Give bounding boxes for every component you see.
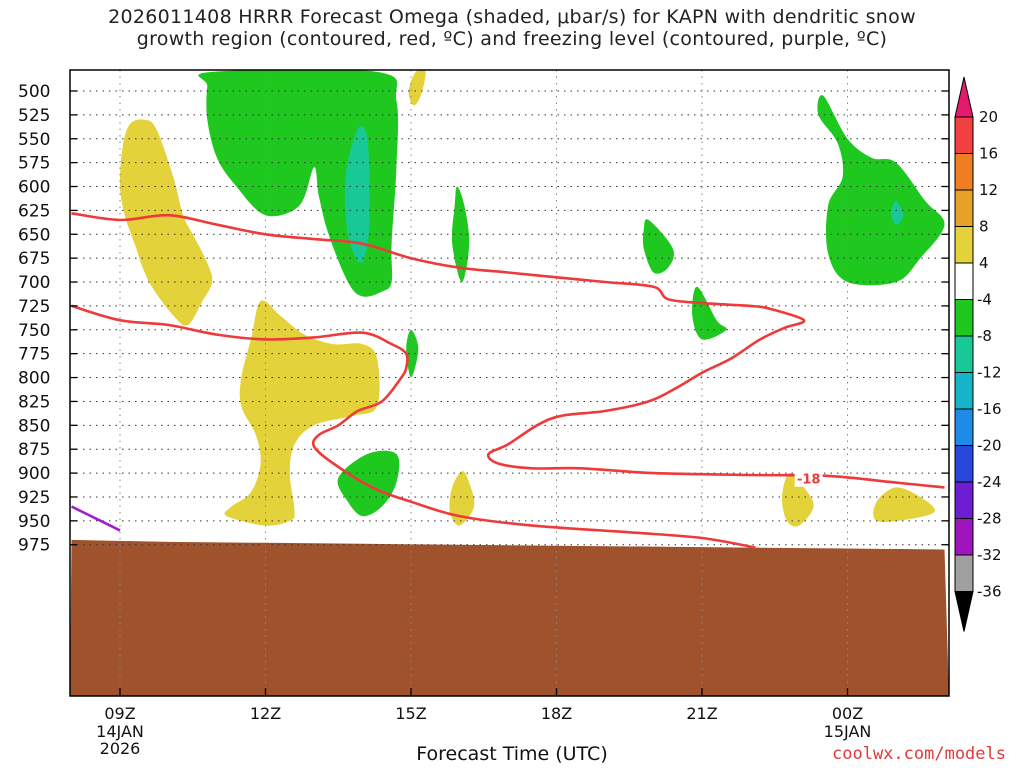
y-tick-label-550: 550	[18, 130, 50, 150]
omega-region-2	[224, 300, 380, 526]
colorbar-tick-5: -4	[977, 291, 992, 309]
omega-region-0	[119, 119, 213, 326]
colorbar-box-5	[954, 299, 974, 337]
credit-text: coolwx.com/models	[832, 744, 1006, 764]
colorbar-tick-6: -8	[977, 327, 992, 345]
colorbar-box-8	[954, 408, 974, 446]
y-tick-label-875: 875	[18, 440, 50, 460]
colorbar-tick-2: 12	[979, 181, 998, 199]
colorbar-box-3	[954, 226, 974, 264]
y-tick-label-750: 750	[18, 321, 50, 341]
y-tick-label-950: 950	[18, 512, 50, 532]
colorbar-bottom-arrow	[954, 591, 974, 632]
dgz-contours	[70, 212, 945, 549]
x-tick-label-00Z: 00Z	[832, 704, 863, 723]
x-axis-label: Forecast Time (UTC)	[416, 743, 608, 765]
omega-region-3	[449, 471, 475, 526]
y-tick-label-825: 825	[18, 392, 50, 412]
omega-region-10	[692, 286, 727, 340]
colorbar-tick-9: -20	[977, 437, 1002, 455]
omega-region-8	[406, 329, 419, 378]
y-tick-label-900: 900	[18, 464, 50, 484]
terrain	[70, 539, 949, 696]
y-tick-label-800: 800	[18, 369, 50, 389]
colorbar-box-11	[954, 518, 974, 556]
colorbar-tick-1: 16	[979, 145, 998, 163]
colorbar-tick-10: -24	[977, 473, 1002, 491]
y-tick-label-700: 700	[18, 273, 50, 293]
x-tick-sublabel-09Z-0: 14JAN	[96, 722, 144, 741]
colorbar-box-6	[954, 335, 974, 373]
x-tick-sublabel-09Z-1: 2026	[100, 739, 141, 758]
colorbar-tick-0: 20	[979, 108, 998, 126]
dgz-contour-1	[71, 304, 756, 549]
y-tick-label-650: 650	[18, 225, 50, 245]
omega-region-9	[642, 219, 674, 274]
grid-lines	[70, 70, 949, 696]
contour-label-0: -18	[797, 473, 821, 488]
terrain-fill	[70, 539, 949, 696]
omega-region-4	[781, 472, 814, 527]
y-tick-label-600: 600	[18, 178, 50, 198]
colorbar-tick-11: -28	[977, 510, 1002, 528]
x-tick-sublabel-00Z-0: 15JAN	[824, 722, 872, 741]
colorbar-box-1	[954, 153, 974, 191]
colorbar-box-7	[954, 372, 974, 410]
colorbar-tick-8: -16	[977, 400, 1002, 418]
y-tick-label-500: 500	[18, 82, 50, 102]
x-tick-label-12Z: 12Z	[250, 704, 281, 723]
omega-region-5	[873, 487, 935, 522]
y-tick-label-625: 625	[18, 201, 50, 221]
x-tick-label-15Z: 15Z	[395, 704, 426, 723]
omega-region-13	[344, 126, 370, 264]
omega-shading	[119, 70, 945, 527]
y-tick-label-925: 925	[18, 488, 50, 508]
colorbar-tick-4: 4	[979, 254, 989, 272]
y-tick-label-725: 725	[18, 297, 50, 317]
contour-labels: -18	[794, 471, 823, 488]
plot-frame	[69, 69, 950, 697]
y-tick-label-575: 575	[18, 154, 50, 174]
x-tick-label-09Z: 09Z	[104, 704, 135, 723]
colorbar-box-4	[954, 262, 974, 300]
x-tick-label-18Z: 18Z	[541, 704, 572, 723]
y-tick-label-975: 975	[18, 536, 50, 556]
colorbar-box-10	[954, 481, 974, 519]
title-line-2: growth region (contoured, red, ºC) and f…	[136, 28, 888, 50]
y-tick-label-775: 775	[18, 345, 50, 365]
chart-title: 2026011408 HRRR Forecast Omega (shaded, …	[0, 6, 1024, 50]
colorbar-box-2	[954, 189, 974, 227]
colorbar-tick-3: 8	[979, 218, 989, 236]
colorbar-top-arrow	[954, 76, 974, 118]
colorbar-tick-13: -36	[977, 583, 1002, 601]
colorbar-box-9	[954, 445, 974, 483]
freezing-level-contour	[70, 505, 121, 532]
y-tick-label-525: 525	[18, 106, 50, 126]
colorbar: 20 16 12 8 4 -4 -8 -12 -16 -20 -24 -28 -32 -36	[954, 76, 1002, 632]
colorbar-tick-12: -32	[977, 546, 1002, 564]
colorbar-box-0	[954, 116, 974, 154]
omega-region-14	[891, 200, 904, 225]
omega-region-11	[337, 450, 400, 517]
colorbar-box-12	[954, 554, 974, 592]
y-tick-label-850: 850	[18, 416, 50, 436]
omega-region-12	[817, 95, 945, 286]
dgz-contour-0	[71, 212, 945, 489]
omega-region-1	[408, 70, 426, 106]
x-tick-label-21Z: 21Z	[686, 704, 717, 723]
y-tick-label-675: 675	[18, 249, 50, 269]
contour-label-bg-0	[794, 471, 823, 487]
colorbar-tick-7: -12	[977, 364, 1002, 382]
omega-region-6	[198, 70, 399, 297]
title-line-1: 2026011408 HRRR Forecast Omega (shaded, …	[108, 6, 916, 28]
y-axis: 500 525 550 575 600 625 650 675 700 725 750 775 800 8…	[18, 82, 949, 556]
